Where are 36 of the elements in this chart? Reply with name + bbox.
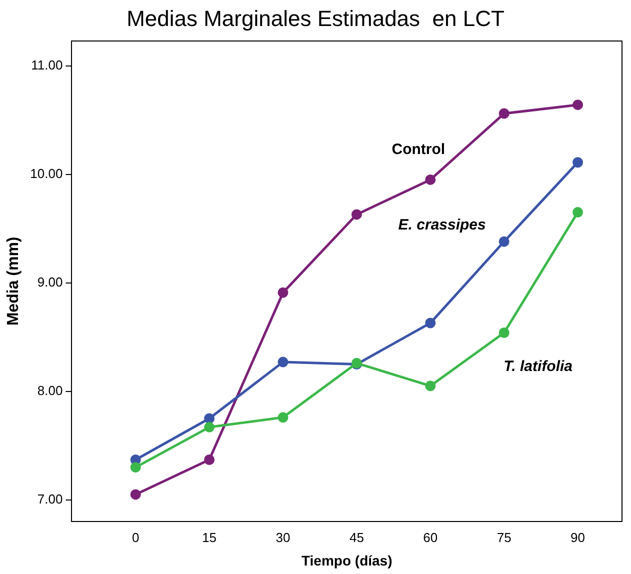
point [425, 174, 436, 185]
point [498, 236, 510, 247]
series-label: E. crassipes [398, 216, 486, 234]
y-tick-label: 10.00 [30, 166, 63, 181]
x-tick-label: 45 [349, 530, 364, 545]
chart-title: Medias Marginales Estimadas en LCT [126, 6, 506, 32]
y-axis-title: Media (mm) [5, 236, 22, 326]
point [204, 454, 215, 465]
series-label: T. latifolia [504, 358, 573, 375]
point [572, 157, 584, 168]
y-tick-label: 8.00 [37, 382, 63, 398]
point [130, 489, 141, 500]
point [425, 318, 436, 328]
point [498, 108, 510, 119]
x-tick-label: 75 [496, 530, 512, 545]
x-tick-label: 0 [132, 530, 140, 545]
point [278, 356, 288, 368]
point [204, 413, 215, 424]
point [498, 328, 510, 338]
y-tick-label: 11.00 [31, 57, 63, 72]
y-tick-label: 9.00 [37, 274, 63, 290]
point [204, 422, 215, 432]
point [278, 412, 288, 423]
point [572, 100, 584, 110]
x-axis-title: Tiempo (días) [301, 552, 392, 568]
y-tick-label: 7.00 [37, 491, 63, 506]
x-tick-label: 15 [202, 530, 217, 545]
point [278, 287, 288, 298]
x-tick-label: 90 [570, 530, 586, 545]
point [130, 462, 141, 473]
point [572, 207, 584, 218]
point [351, 209, 362, 220]
x-tick-label: 30 [276, 530, 290, 545]
series-label: Control [392, 140, 446, 158]
point [425, 380, 436, 392]
x-tick-label: 60 [423, 530, 438, 545]
